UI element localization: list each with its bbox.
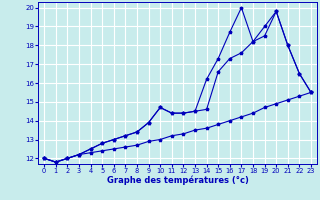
X-axis label: Graphe des températures (°c): Graphe des températures (°c) — [107, 176, 249, 185]
